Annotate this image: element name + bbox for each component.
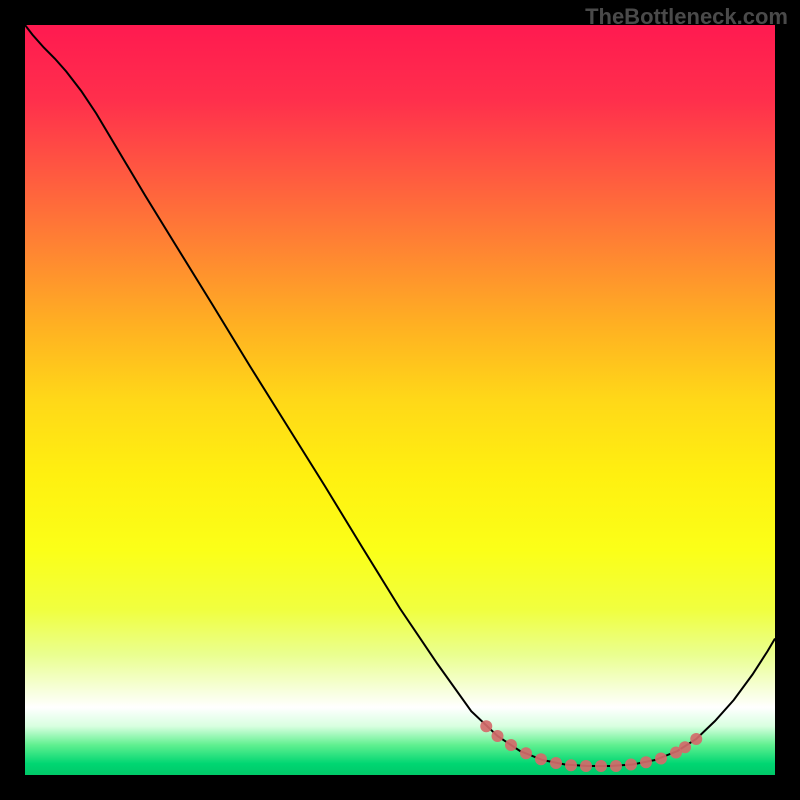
chart-plot-area — [25, 25, 775, 775]
bottleneck-chart — [25, 25, 775, 775]
marker-point — [520, 747, 532, 759]
marker-point — [640, 756, 652, 768]
marker-point — [565, 759, 577, 771]
marker-point — [550, 757, 562, 769]
marker-point — [679, 741, 691, 753]
marker-point — [625, 759, 637, 771]
marker-point — [492, 730, 504, 742]
marker-point — [480, 720, 492, 732]
marker-point — [610, 760, 622, 772]
marker-point — [505, 739, 517, 751]
marker-point — [580, 760, 592, 772]
marker-point — [690, 733, 702, 745]
marker-point — [535, 753, 547, 765]
marker-point — [655, 753, 667, 765]
watermark-text: TheBottleneck.com — [585, 4, 788, 30]
chart-background-gradient — [25, 25, 775, 775]
marker-point — [595, 760, 607, 772]
